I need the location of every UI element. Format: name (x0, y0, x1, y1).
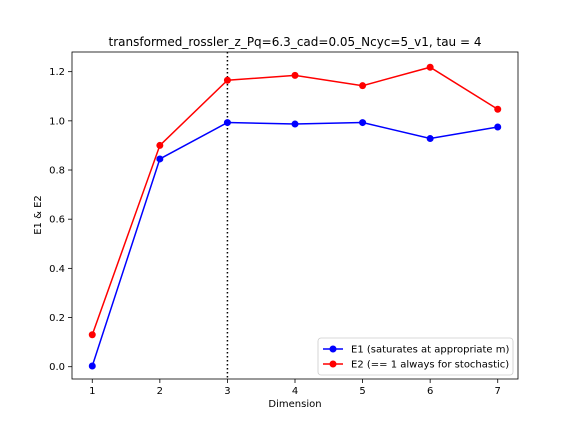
x-tick-label: 6 (427, 386, 433, 397)
x-tick-label: 1 (89, 386, 95, 397)
x-tick-label: 3 (224, 386, 230, 397)
y-tick-label: 0.6 (49, 215, 65, 226)
y-tick-label: 0.0 (49, 362, 65, 373)
y-axis-label: E1 & E2 (33, 195, 44, 235)
series-2-point (224, 77, 231, 84)
x-tick-label: 4 (292, 386, 298, 397)
series-2-point (359, 82, 366, 89)
series-1-point (427, 135, 434, 142)
y-tick-label: 0.8 (49, 166, 65, 177)
series-1-point (89, 362, 96, 369)
x-tick-label: 5 (359, 386, 365, 397)
series-2-point (494, 106, 501, 113)
series-2-point (89, 331, 96, 338)
x-tick-label: 7 (495, 386, 501, 397)
y-tick-label: 1.0 (49, 116, 65, 127)
legend-label-2: E2 (== 1 always for stochastic) (351, 360, 509, 371)
y-tick-label: 0.2 (49, 313, 65, 324)
x-tick-label: 2 (157, 386, 163, 397)
series-1-point (156, 155, 163, 162)
series-2-point (156, 142, 163, 149)
legend-marker-2 (330, 361, 337, 368)
y-tick-label: 0.4 (49, 264, 65, 275)
legend: E1 (saturates at appropriate m) E2 (== 1 … (318, 338, 513, 375)
series-1-point (224, 119, 231, 126)
series-1-point (494, 123, 501, 130)
legend-marker-1 (330, 346, 337, 353)
legend-label-1: E1 (saturates at appropriate m) (351, 345, 509, 356)
y-tick-label: 1.2 (49, 67, 65, 78)
series-2-point (292, 72, 299, 79)
series-1-point (359, 119, 366, 126)
chart-title: transformed_rossler_z_Pq=6.3_cad=0.05_Nc… (109, 35, 482, 49)
series-1-point (292, 121, 299, 128)
x-axis-label: Dimension (268, 399, 321, 410)
series-2-point (427, 64, 434, 71)
